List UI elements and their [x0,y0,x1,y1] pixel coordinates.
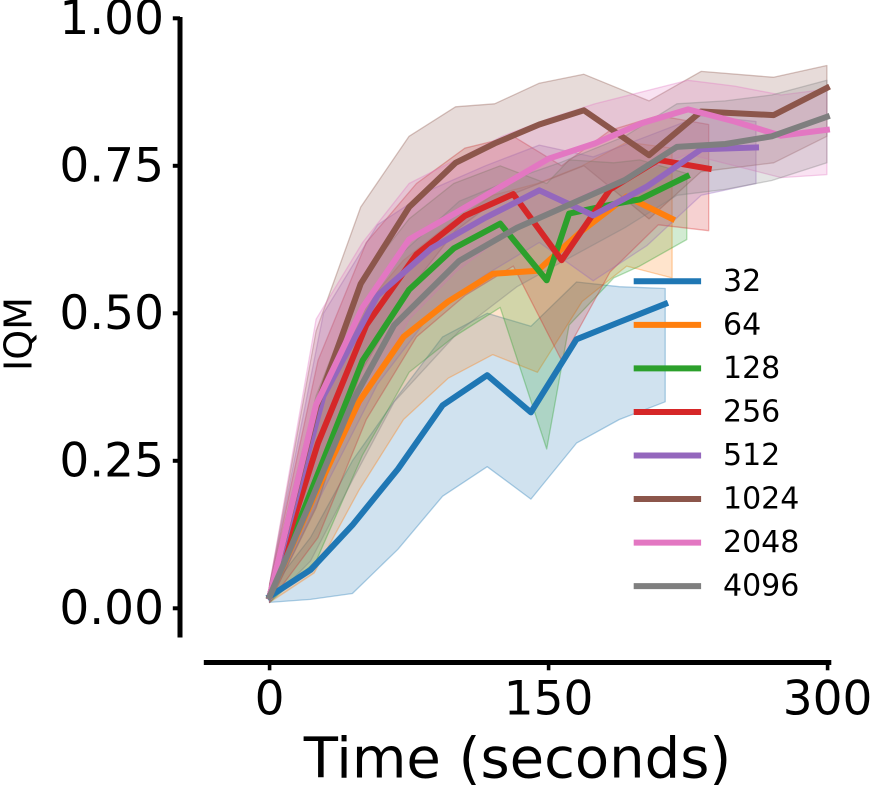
band-256 [268,114,710,604]
y-tick-label: 0.75 [59,138,164,193]
y-tick-label: 0.50 [59,286,164,341]
legend-item-256: 256 [633,394,780,429]
band-128 [268,159,688,604]
y-axis-label: IQM [0,297,41,371]
line-1024 [265,83,831,601]
legend-item-128: 128 [633,351,780,386]
band-32 [268,281,666,604]
legend: 32 64 128 256 512 1024 2048 4096 [633,264,799,604]
x-tick-label: 300 [783,672,873,727]
y-tick-label: 1.00 [59,0,164,46]
x-tick-label: 150 [504,672,594,727]
line-4096 [265,112,831,601]
x-tick-label: 0 [255,672,285,727]
legend-label-1024: 1024 [723,482,799,517]
legend-item-4096: 4096 [633,569,799,604]
legend-item-1024: 1024 [633,482,799,517]
series-lines [265,83,831,601]
legend-item-2048: 2048 [633,525,799,560]
legend-label-2048: 2048 [723,525,799,560]
legend-item-64: 64 [633,307,761,342]
y-tick-label: 0.25 [59,433,164,488]
legend-label-4096: 4096 [723,569,799,604]
y-tick-label: 0.00 [59,581,164,636]
legend-item-512: 512 [633,438,780,473]
line-2048 [265,106,831,601]
band-64 [268,141,673,604]
legend-label-32: 32 [723,264,761,299]
legend-label-128: 128 [723,351,780,386]
line-32 [265,300,670,601]
legend-label-64: 64 [723,307,761,342]
line-64 [265,193,677,601]
x-axis-label: Time (seconds) [303,727,731,791]
legend-item-32: 32 [633,264,761,299]
legend-label-256: 256 [723,394,780,429]
line-512 [265,144,760,601]
legend-label-512: 512 [723,438,780,473]
